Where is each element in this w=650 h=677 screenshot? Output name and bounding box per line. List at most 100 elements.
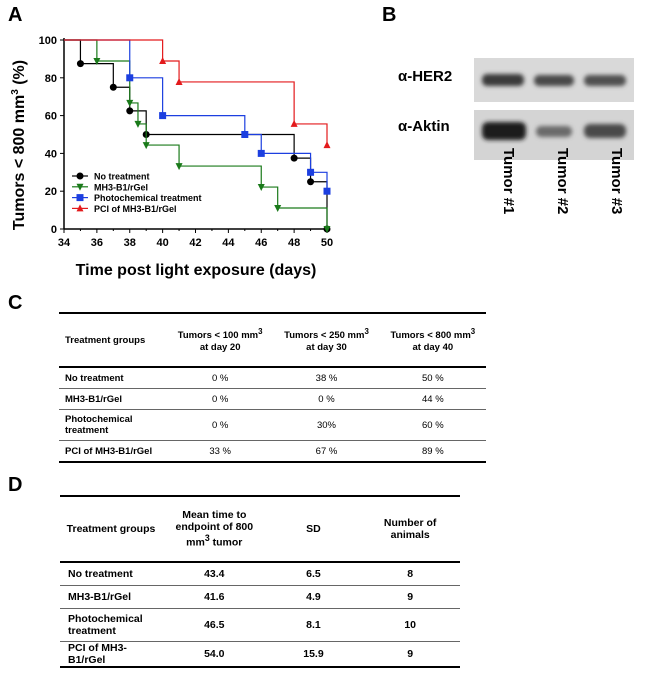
table-cell: 43.4 bbox=[204, 568, 225, 580]
x-tick-label: 42 bbox=[189, 237, 201, 249]
data-point bbox=[274, 205, 282, 213]
western-blot-image bbox=[474, 58, 634, 160]
chart-series bbox=[64, 39, 331, 233]
table-cell: 0 % bbox=[211, 393, 229, 405]
data-point bbox=[159, 56, 167, 64]
table-cell: No treatment bbox=[65, 372, 124, 384]
x-tick-label: 38 bbox=[124, 237, 136, 249]
table-cell: 41.6 bbox=[204, 591, 225, 603]
data-point bbox=[257, 184, 265, 192]
table-cell: 38 % bbox=[315, 372, 338, 384]
panel-letter-a: A bbox=[8, 4, 23, 26]
data-point bbox=[109, 83, 117, 91]
table-cell: 15.9 bbox=[303, 648, 324, 660]
table-cell: MH3-B1/rGel bbox=[65, 393, 123, 405]
series-3 bbox=[64, 39, 331, 149]
table-cell: Photochemical treatment bbox=[65, 414, 133, 436]
series-line bbox=[64, 39, 328, 146]
data-point bbox=[307, 178, 315, 186]
table-row: Photochemical treatment 0 % 30% 60 % bbox=[59, 410, 486, 441]
y-tick-label: 60 bbox=[45, 111, 57, 123]
blot-label-aktin: α-Aktin bbox=[398, 118, 450, 135]
table-header-cell: Tumors < 100 mm3 at day 20 bbox=[177, 327, 263, 353]
table-cell: 30% bbox=[316, 419, 336, 431]
chart-axes: 34 36 38 40 42 44 46 48 50 0 20 40 60 80 100 bbox=[39, 35, 333, 249]
series-2 bbox=[64, 39, 331, 195]
table-cell: 67 % bbox=[315, 445, 338, 457]
table-cell: 89 % bbox=[422, 445, 444, 457]
table-cell: Photochemical treatment bbox=[68, 613, 143, 637]
x-tick-label: 48 bbox=[288, 237, 300, 249]
table-header-cell: SD bbox=[306, 523, 321, 535]
table-header-cell: Number of animals bbox=[383, 517, 437, 541]
data-point bbox=[290, 154, 298, 162]
chart-y-axis-label: Tumors < 800 mm3 (%) bbox=[10, 60, 28, 230]
table-row: PCI of MH3-B1/rGel 54.0 15.9 9 bbox=[60, 642, 460, 667]
table-header-row: Treatment groups Tumors < 100 mm3 at day … bbox=[59, 313, 486, 367]
table-cell: 0 % bbox=[211, 372, 229, 384]
table-cell: No treatment bbox=[68, 568, 133, 580]
series-line bbox=[64, 39, 328, 192]
endpoint-time-table: Treatment groups Mean time to endpoint o… bbox=[60, 495, 460, 668]
legend-label: Photochemical treatment bbox=[94, 193, 202, 203]
table-header-cell: Treatment groups bbox=[65, 334, 146, 346]
table-cell: 4.9 bbox=[306, 591, 321, 603]
table-row: MH3-B1/rGel 0 % 0 % 44 % bbox=[59, 389, 486, 410]
data-point bbox=[323, 226, 331, 233]
data-point bbox=[76, 60, 84, 68]
chart-x-axis-label: Time post light exposure (days) bbox=[76, 262, 317, 279]
data-point bbox=[93, 57, 101, 65]
aktin-band-1 bbox=[482, 122, 526, 140]
x-tick-label: 46 bbox=[255, 237, 267, 249]
data-point bbox=[175, 163, 183, 171]
legend-label: MH3-B1/rGel bbox=[94, 182, 148, 192]
table-cell: MH3-B1/rGel bbox=[68, 591, 132, 603]
table-row: MH3-B1/rGel 41.6 4.9 9 bbox=[60, 586, 460, 609]
table-row: No treatment 0 % 38 % 50 % bbox=[59, 367, 486, 389]
data-point bbox=[307, 168, 315, 176]
table-cell: PCI of MH3-B1/rGel bbox=[68, 642, 127, 666]
table-header-row: Treatment groups Mean time to endpoint o… bbox=[60, 496, 460, 562]
table-header-cell: Treatment groups bbox=[66, 523, 156, 535]
tumor-percentage-table: Treatment groups Tumors < 100 mm3 at day … bbox=[59, 312, 486, 463]
table-cell: PCI of MH3-B1/rGel bbox=[65, 445, 153, 457]
her2-band-2 bbox=[534, 75, 574, 86]
data-point bbox=[134, 120, 142, 128]
table-cell: 50 % bbox=[422, 372, 444, 384]
table-cell: 0 % bbox=[318, 393, 335, 405]
lane-label-tumor-1: Tumor #1 bbox=[500, 148, 517, 215]
data-point bbox=[257, 149, 265, 157]
data-point bbox=[290, 119, 298, 127]
table-cell: 8 bbox=[407, 568, 414, 580]
her2-band-1 bbox=[482, 74, 524, 86]
x-tick-label: 36 bbox=[91, 237, 103, 249]
table-cell: 8.1 bbox=[306, 619, 321, 631]
legend-marker bbox=[76, 183, 84, 191]
x-tick-label: 34 bbox=[58, 237, 71, 249]
lane-label-tumor-3: Tumor #3 bbox=[608, 148, 625, 215]
panel-letter-b: B bbox=[382, 4, 397, 26]
table-cell: 44 % bbox=[422, 393, 444, 405]
table-cell: 54.0 bbox=[204, 648, 225, 660]
panel-letter-c: C bbox=[8, 292, 23, 314]
y-tick-label: 0 bbox=[51, 224, 57, 236]
table-cell: 6.5 bbox=[306, 568, 321, 580]
table-header-cell: Tumors < 250 mm3 at day 30 bbox=[284, 327, 369, 353]
data-point bbox=[126, 99, 134, 107]
x-tick-label: 44 bbox=[222, 237, 235, 249]
table-cell: 0 % bbox=[211, 419, 229, 431]
data-point bbox=[323, 141, 331, 149]
survival-chart: 34 36 38 40 42 44 46 48 50 0 20 40 60 80 100 No treatm… bbox=[10, 35, 333, 279]
legend-marker bbox=[76, 172, 84, 180]
table-row: PCI of MH3-B1/rGel 33 % 67 % 89 % bbox=[59, 441, 486, 462]
legend-marker bbox=[76, 204, 84, 212]
her2-band-3 bbox=[584, 75, 626, 86]
table-cell: 60 % bbox=[422, 419, 444, 431]
data-point bbox=[241, 131, 249, 138]
legend-label: PCI of MH3-B1/rGel bbox=[94, 204, 177, 214]
data-point bbox=[142, 142, 150, 150]
table-cell: 10 bbox=[404, 619, 417, 631]
y-tick-label: 20 bbox=[45, 186, 57, 198]
table-cell: 33 % bbox=[209, 445, 231, 457]
